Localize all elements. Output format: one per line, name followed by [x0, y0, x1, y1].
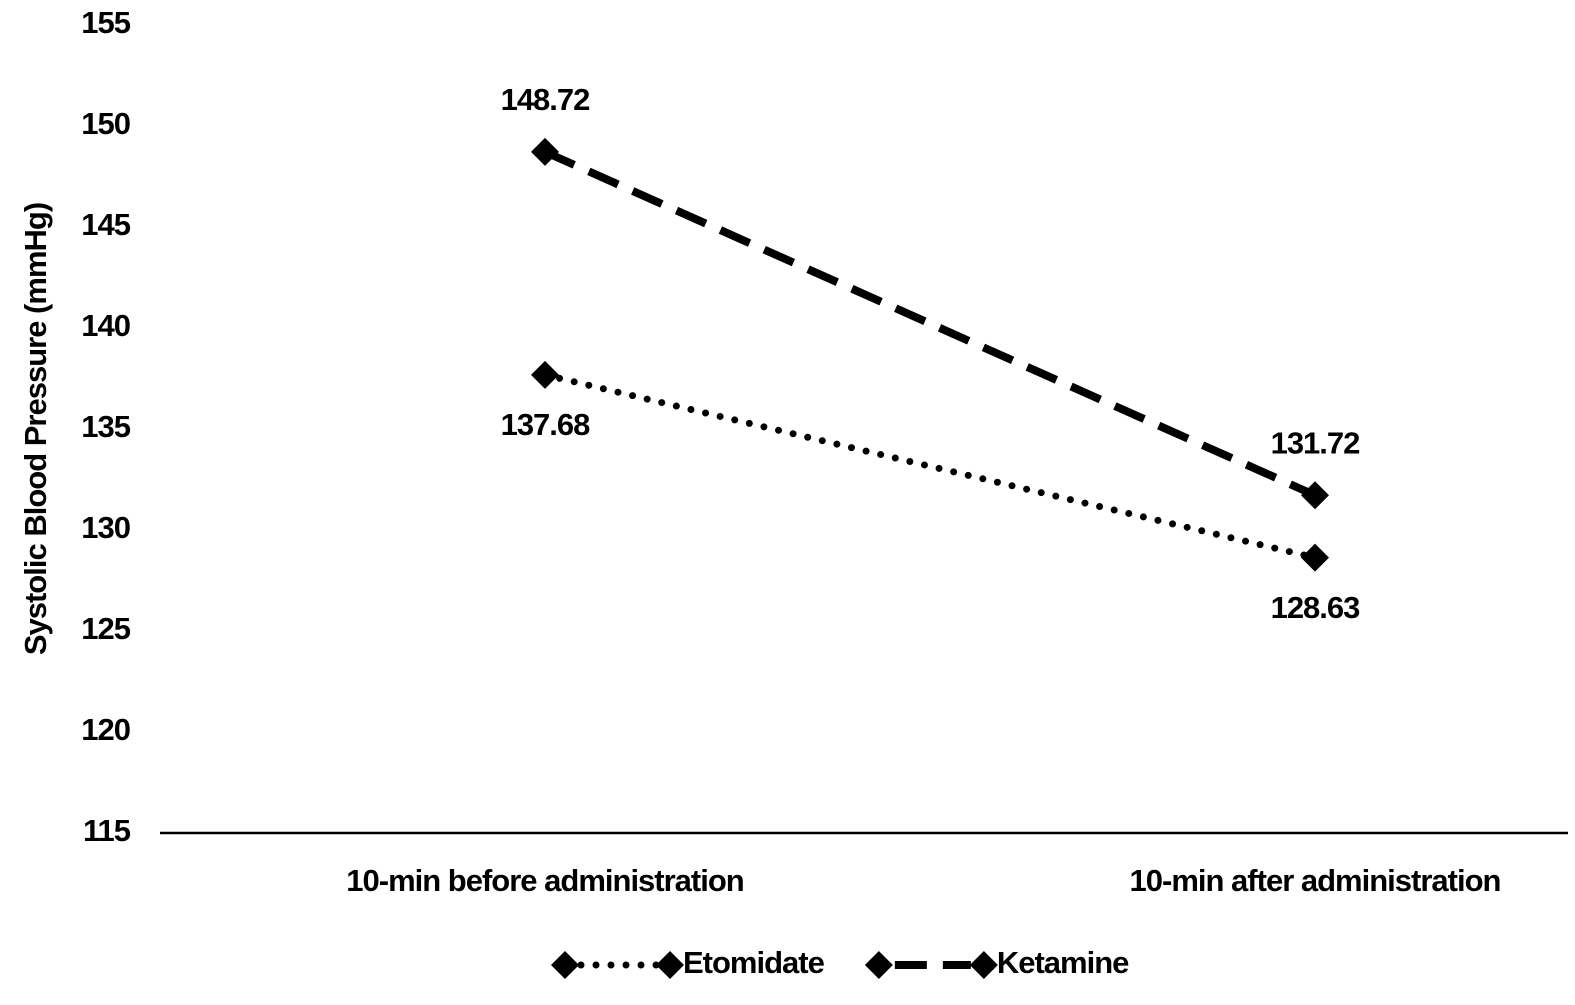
x-tick-label: 10-min after administration	[1130, 863, 1501, 898]
marker	[531, 137, 559, 166]
data-label: 128.63	[1271, 590, 1361, 625]
y-tick-label: 125	[81, 611, 130, 646]
y-tick-label: 135	[81, 409, 130, 444]
legend-marker	[656, 951, 684, 979]
marker	[1301, 481, 1329, 510]
x-tick-label: 10-min before administration	[346, 863, 744, 898]
legend-marker	[551, 951, 579, 979]
legend-marker	[864, 951, 893, 979]
y-axis-label: Systolic Blood Pressure (mmHg)	[18, 203, 53, 655]
y-tick-label: 155	[81, 5, 130, 40]
legend-label: Etomidate	[683, 945, 825, 980]
y-tick-label: 145	[81, 207, 130, 242]
data-label: 131.72	[1271, 425, 1360, 460]
marker	[1301, 543, 1329, 572]
y-tick-label: 130	[81, 510, 130, 545]
line	[543, 148, 1317, 499]
y-tick-label: 115	[83, 813, 131, 848]
y-tick-label: 120	[81, 712, 130, 747]
marker	[531, 360, 559, 389]
legend-marker	[969, 951, 998, 979]
data-label: 148.72	[501, 82, 590, 117]
legend-label: Ketamine	[997, 945, 1129, 980]
data-label: 137.68	[501, 407, 591, 442]
y-tick-label: 140	[81, 308, 130, 343]
line	[541, 371, 1319, 562]
y-tick-label: 150	[81, 106, 130, 141]
